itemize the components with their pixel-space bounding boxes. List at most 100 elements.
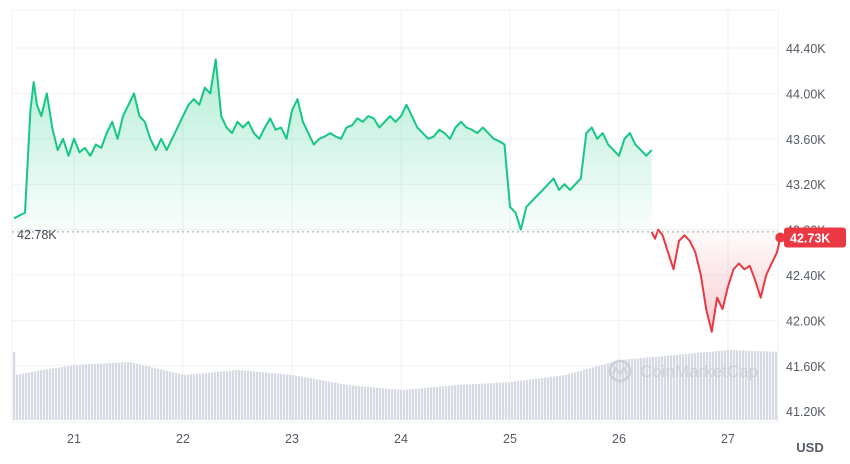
volume-bar bbox=[631, 358, 634, 420]
volume-bar bbox=[70, 365, 73, 420]
volume-bar bbox=[643, 357, 646, 420]
volume-bar bbox=[619, 360, 622, 420]
volume-bar bbox=[382, 388, 385, 420]
volume-bar bbox=[763, 351, 766, 420]
volume-bar bbox=[610, 362, 613, 420]
volume-bar bbox=[262, 372, 265, 420]
current-price-dot bbox=[775, 232, 786, 243]
volume-bar bbox=[712, 351, 715, 420]
volume-bar bbox=[541, 378, 544, 420]
volume-bar bbox=[379, 387, 382, 420]
volume-bar bbox=[727, 350, 730, 420]
volume-bar bbox=[220, 371, 223, 420]
volume-bar bbox=[211, 372, 214, 420]
volume-bar bbox=[289, 374, 292, 420]
volume-bar bbox=[451, 385, 454, 420]
volume-bar bbox=[34, 371, 37, 420]
volume-bar bbox=[634, 358, 637, 420]
volume-bar bbox=[535, 378, 538, 420]
volume-bar bbox=[448, 385, 451, 420]
volume-bar bbox=[247, 370, 250, 420]
volume-bar bbox=[361, 386, 364, 420]
volume-bar bbox=[346, 384, 349, 420]
volume-bar bbox=[403, 389, 406, 420]
volume-bar bbox=[349, 385, 352, 420]
volume-bar bbox=[463, 384, 466, 420]
volume-bar bbox=[334, 382, 337, 420]
volume-bar bbox=[532, 379, 535, 420]
volume-bar bbox=[244, 370, 247, 420]
volume-bar bbox=[142, 365, 145, 420]
volume-bar bbox=[466, 384, 469, 420]
volume-bar bbox=[298, 376, 301, 420]
volume-bar bbox=[703, 352, 706, 420]
volume-bar bbox=[196, 373, 199, 420]
volume-bar bbox=[511, 381, 514, 420]
volume-bar bbox=[193, 374, 196, 420]
volume-bar bbox=[562, 375, 565, 420]
watermark-logo: CoinMarketCap bbox=[608, 359, 758, 383]
volume-bar bbox=[769, 351, 772, 420]
volume-bar bbox=[550, 376, 553, 420]
volume-bar bbox=[658, 356, 661, 420]
volume-bar bbox=[397, 389, 400, 420]
volume-bar bbox=[457, 384, 460, 420]
volume-bar bbox=[55, 367, 58, 420]
volume-bar bbox=[274, 373, 277, 420]
volume-bar bbox=[178, 373, 181, 420]
volume-bar bbox=[646, 357, 649, 420]
volume-bar bbox=[520, 380, 523, 420]
volume-bar bbox=[16, 374, 19, 420]
volume-bar bbox=[184, 374, 187, 420]
volume-bar bbox=[538, 378, 541, 420]
volume-bar bbox=[40, 370, 43, 420]
y-tick-label: 42.00K bbox=[786, 314, 826, 328]
volume-bar bbox=[250, 371, 253, 420]
volume-bar bbox=[598, 365, 601, 420]
volume-bar bbox=[103, 363, 106, 420]
volume-bar bbox=[406, 389, 409, 420]
volume-bar bbox=[559, 375, 562, 420]
volume-bar bbox=[124, 362, 127, 420]
volume-bar bbox=[127, 362, 130, 420]
volume-bar bbox=[118, 362, 121, 420]
volume-bar bbox=[46, 369, 49, 420]
volume-bar bbox=[367, 386, 370, 420]
price-line-below-reference bbox=[650, 228, 782, 333]
x-tick-label: 23 bbox=[285, 432, 299, 446]
y-tick-label: 44.00K bbox=[786, 87, 826, 101]
volume-bar bbox=[733, 350, 736, 420]
volume-bar bbox=[343, 384, 346, 420]
volume-bar bbox=[82, 364, 85, 420]
volume-bar bbox=[679, 354, 682, 420]
volume-bar bbox=[514, 381, 517, 420]
volume-bar bbox=[697, 352, 700, 420]
area-fill-above bbox=[14, 59, 652, 232]
volume-bar bbox=[583, 369, 586, 420]
volume-bar bbox=[316, 379, 319, 420]
volume-bar bbox=[652, 356, 655, 420]
volume-bar bbox=[304, 377, 307, 420]
volume-bar bbox=[241, 370, 244, 420]
volume-bar bbox=[391, 389, 394, 420]
volume-bar bbox=[175, 373, 178, 420]
volume-bar bbox=[574, 372, 577, 420]
volume-bar bbox=[385, 388, 388, 420]
volume-bar bbox=[325, 381, 328, 420]
volume-bar bbox=[283, 374, 286, 420]
volume-bar bbox=[157, 368, 160, 420]
volume-bar bbox=[685, 353, 688, 420]
volume-bar bbox=[409, 389, 412, 420]
volume-bar bbox=[754, 350, 757, 420]
volume-bar bbox=[265, 372, 268, 420]
volume-bar bbox=[667, 355, 670, 420]
volume-bar bbox=[745, 350, 748, 420]
volume-bar bbox=[169, 371, 172, 420]
volume-bar bbox=[637, 358, 640, 420]
volume-bar bbox=[691, 353, 694, 420]
volume-bar bbox=[163, 370, 166, 420]
volume-bar bbox=[217, 371, 220, 420]
volume-bar bbox=[664, 355, 667, 420]
volume-bar bbox=[568, 374, 571, 420]
volume-bar bbox=[505, 382, 508, 420]
